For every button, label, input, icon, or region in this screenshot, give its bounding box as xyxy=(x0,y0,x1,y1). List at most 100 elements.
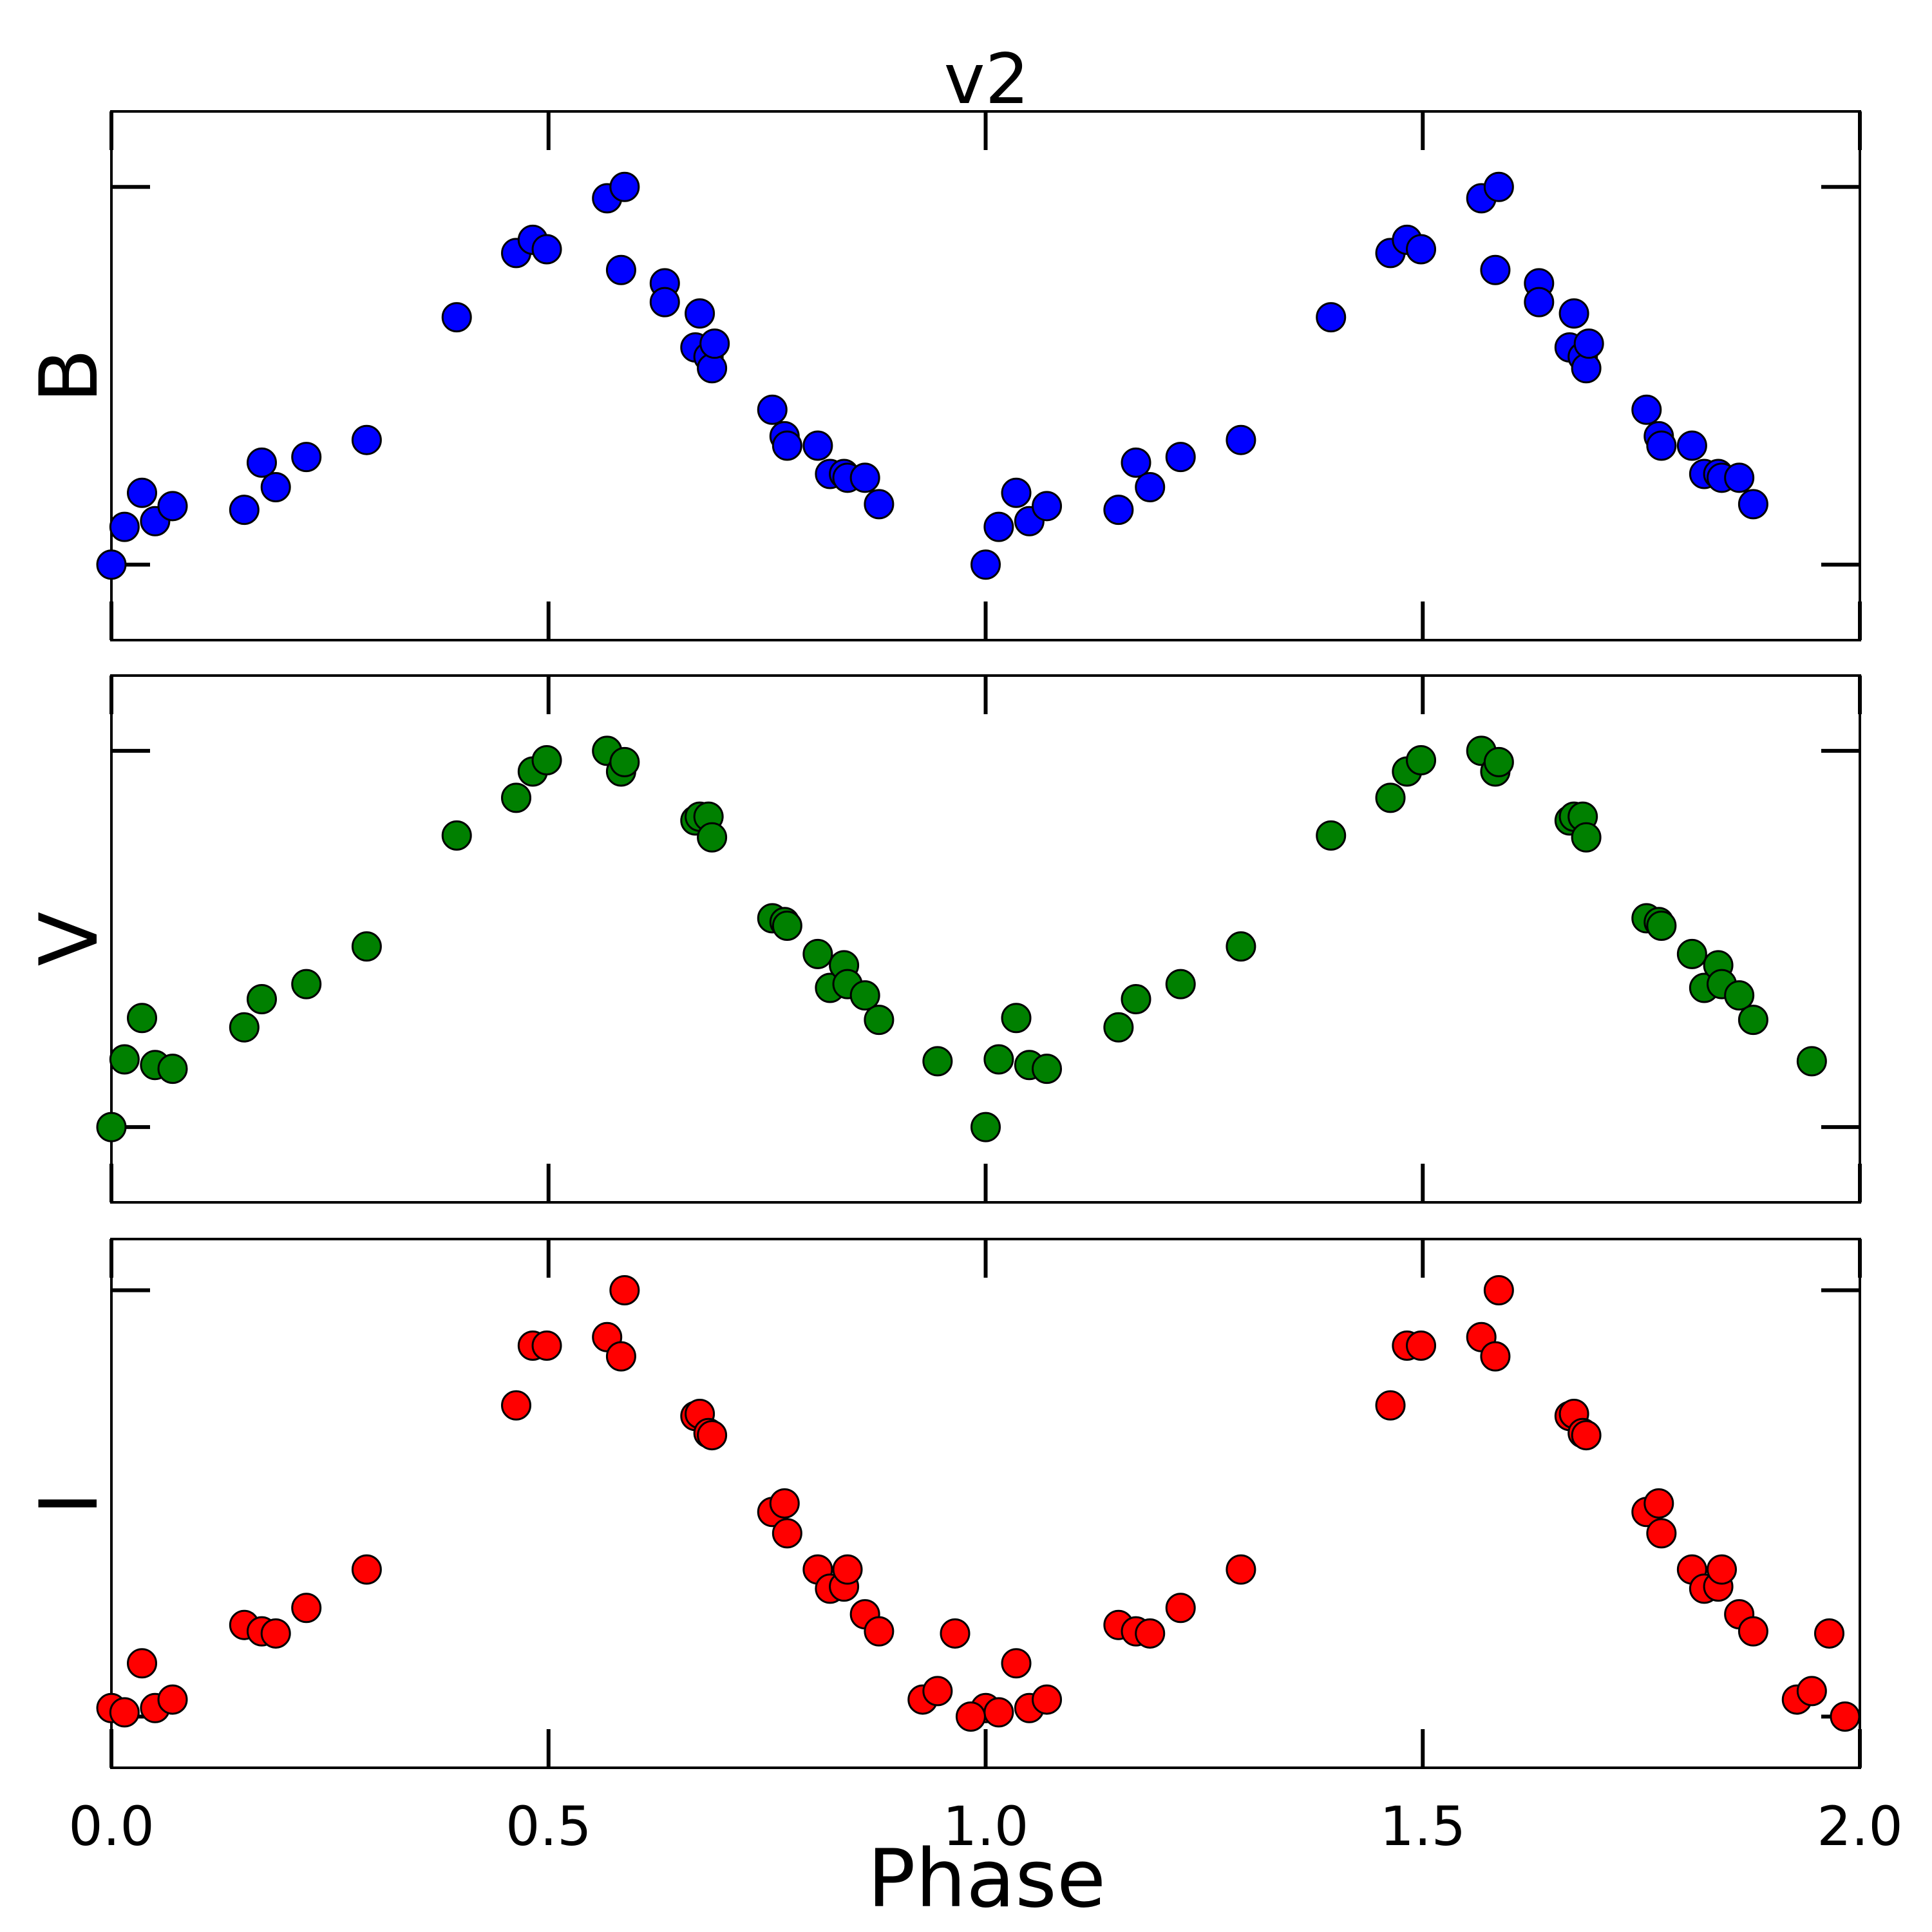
data-point xyxy=(96,549,127,580)
data-point xyxy=(1406,1331,1437,1361)
data-point xyxy=(1483,171,1514,202)
data-point xyxy=(1316,302,1347,333)
data-point xyxy=(1738,489,1768,520)
data-point xyxy=(260,1618,291,1649)
data-point xyxy=(769,1488,800,1519)
data-point xyxy=(1165,969,1196,999)
data-point xyxy=(832,1554,863,1585)
data-point xyxy=(1571,822,1602,853)
data-point xyxy=(1524,287,1555,317)
data-point xyxy=(1032,1054,1063,1084)
data-point xyxy=(531,1331,562,1361)
data-point xyxy=(1483,1274,1514,1305)
x-tick-label: 1.5 xyxy=(1379,1795,1466,1858)
data-point xyxy=(109,1044,140,1075)
data-point xyxy=(246,447,277,478)
series-i xyxy=(96,1274,1861,1732)
x-tick-label: 1.0 xyxy=(943,1795,1029,1858)
data-point xyxy=(1103,495,1134,526)
data-point xyxy=(291,442,322,473)
y-axis-label-v: V xyxy=(23,912,116,967)
data-point xyxy=(1135,471,1166,502)
data-point xyxy=(1001,477,1032,508)
data-point xyxy=(229,1012,260,1043)
data-point xyxy=(685,298,715,329)
data-point xyxy=(649,287,680,317)
data-point xyxy=(1830,1701,1861,1732)
data-point xyxy=(1676,938,1707,969)
data-point xyxy=(864,1005,895,1036)
data-point xyxy=(1643,1488,1674,1519)
data-point xyxy=(699,328,730,359)
data-point xyxy=(1558,298,1589,329)
data-point xyxy=(971,1112,1001,1142)
data-point xyxy=(1135,1618,1166,1649)
data-point xyxy=(1571,1420,1602,1451)
data-point xyxy=(605,254,636,285)
data-point xyxy=(1676,430,1707,461)
data-point xyxy=(1724,462,1755,493)
data-point xyxy=(1796,1676,1827,1707)
data-point xyxy=(1032,1684,1063,1715)
data-point xyxy=(605,1341,636,1372)
data-point xyxy=(351,931,382,962)
chart-title: v2 xyxy=(944,39,1030,120)
data-point xyxy=(1121,447,1151,478)
data-point xyxy=(127,477,158,508)
data-point xyxy=(1646,911,1677,942)
x-tick-label: 0.5 xyxy=(506,1795,592,1858)
series-b xyxy=(96,171,1768,580)
data-point xyxy=(1483,746,1514,777)
data-point xyxy=(1814,1618,1844,1649)
data-point xyxy=(609,1274,640,1305)
data-point xyxy=(757,394,788,425)
data-point xyxy=(609,746,640,777)
data-point xyxy=(1796,1046,1827,1077)
data-point xyxy=(229,495,260,526)
data-point xyxy=(157,1054,188,1084)
data-point xyxy=(1316,820,1347,851)
data-point xyxy=(1738,1005,1768,1036)
panel-i: I 0.0 0.5 1.0 1.5 2.0 xyxy=(23,1238,1903,1858)
data-point xyxy=(531,234,562,265)
data-point xyxy=(802,430,833,461)
data-point xyxy=(441,820,472,851)
x-tick-label: 0.0 xyxy=(68,1795,155,1858)
data-point xyxy=(441,302,472,333)
data-point xyxy=(849,462,880,493)
data-point xyxy=(157,491,188,522)
data-point xyxy=(1724,980,1755,1011)
data-point xyxy=(1646,430,1677,461)
data-point xyxy=(1406,234,1437,265)
data-point xyxy=(127,1648,158,1679)
data-point xyxy=(96,1112,127,1142)
data-point xyxy=(922,1046,953,1077)
data-point xyxy=(983,1044,1014,1075)
data-point xyxy=(1707,1554,1738,1585)
data-point xyxy=(1573,328,1604,359)
data-point xyxy=(1631,394,1662,425)
data-point xyxy=(291,969,322,999)
data-point xyxy=(351,424,382,455)
data-point xyxy=(1738,1616,1768,1647)
data-point xyxy=(1646,1518,1677,1549)
data-point xyxy=(1375,782,1406,813)
data-point xyxy=(1165,1593,1196,1624)
data-point xyxy=(772,430,802,461)
data-point xyxy=(531,744,562,775)
panel-frame xyxy=(110,1238,1861,1769)
data-point xyxy=(697,822,728,853)
data-point xyxy=(260,471,291,502)
data-point xyxy=(501,1390,532,1421)
series-v xyxy=(96,735,1827,1142)
data-point xyxy=(609,171,640,202)
data-point xyxy=(1001,1003,1032,1034)
data-point xyxy=(1226,424,1256,455)
data-point xyxy=(1406,744,1437,775)
data-point xyxy=(351,1554,382,1585)
data-point xyxy=(1226,1554,1256,1585)
data-point xyxy=(1226,931,1256,962)
data-point xyxy=(697,1420,728,1451)
y-axis-label-i: I xyxy=(23,1492,116,1515)
y-axis-label-b: B xyxy=(23,348,116,403)
